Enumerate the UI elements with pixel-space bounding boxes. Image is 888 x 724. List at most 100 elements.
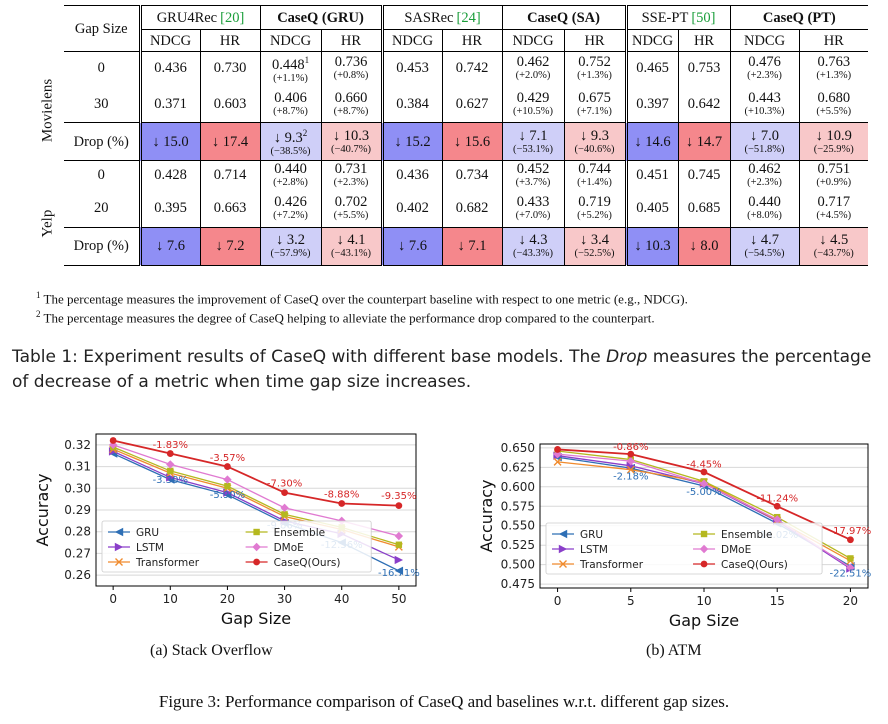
table-cell: 0.663	[199, 189, 260, 228]
metric-header: HR	[798, 29, 869, 52]
table-cell: 0.763 (+1.3%)	[798, 51, 869, 85]
y-axis-label: Accuracy	[33, 473, 52, 546]
data-point	[338, 500, 346, 507]
model-header: GRU4Rec [20]	[138, 5, 260, 30]
data-point	[108, 440, 118, 450]
annotation-label: -17.97%	[830, 526, 872, 537]
data-point	[773, 502, 781, 510]
annotation-label: -7.30%	[267, 479, 302, 490]
table-cell: 0.719 (+5.2%)	[563, 189, 627, 228]
drop-cell: ↓ 10.9 (−25.9%)	[798, 122, 869, 162]
y-axis-label: Accuracy	[477, 479, 496, 552]
y-tick-label: 0.575	[501, 499, 535, 513]
drop-cell: ↓ 15.0	[138, 122, 200, 162]
data-point	[847, 555, 854, 562]
drop-cell: ↓ 10.3 (−40.7%)	[320, 122, 382, 162]
table-cell: 0.436	[138, 51, 200, 85]
legend-marker	[700, 530, 708, 538]
annotation-label: -4.45%	[686, 460, 721, 471]
x-tick-label: 50	[391, 592, 406, 606]
y-tick-label: 0.30	[64, 481, 91, 495]
gap-value: 0	[97, 167, 105, 184]
data-point	[224, 463, 231, 470]
table-cell: 0.4481 (+1.1%)	[259, 51, 321, 85]
table-cell: 0.426 (+7.2%)	[259, 189, 321, 228]
table-cell: 0.751 (+0.9%)	[798, 160, 869, 190]
table-cell: 0.752 (+1.3%)	[563, 51, 627, 85]
table-cell: 0.730	[199, 51, 260, 85]
legend-label: DMoE	[721, 544, 751, 556]
legend-marker	[558, 544, 568, 554]
legend-label: Transformer	[135, 557, 200, 569]
table-cell: 0.440 (+2.8%)	[259, 160, 321, 190]
plot-frame	[539, 443, 869, 589]
table-cell: 0.702 (+5.5%)	[320, 189, 382, 228]
annotation-label: -3.30%	[153, 475, 188, 486]
table-caption: Table 1: Experiment results of CaseQ wit…	[12, 347, 872, 392]
x-axis-label: Gap Size	[221, 609, 291, 628]
data-point	[395, 502, 403, 510]
data-point	[394, 555, 404, 565]
y-tick-label: 0.26	[64, 568, 91, 582]
drop-cell: ↓ 7.1 (−53.1%)	[501, 122, 565, 162]
drop-cell: ↓ 4.7 (−54.5%)	[729, 226, 800, 266]
legend-label: GRU	[580, 529, 603, 541]
table-cell: 0.465	[624, 51, 679, 85]
table-cell: 0.642	[677, 84, 731, 123]
footnote-1: 1 The percentage measures the improvemen…	[36, 290, 688, 307]
subcaption-a: (a) Stack Overflow	[150, 642, 273, 659]
y-tick-label: 0.525	[501, 538, 535, 552]
chart-legend: GRU LSTM Transformer Ensemble DMoE CaseQ(Ours…	[101, 520, 372, 573]
drop-cell: ↓ 4.5 (−43.7%)	[798, 226, 869, 266]
x-tick-label: 0	[109, 592, 117, 606]
data-point	[167, 467, 174, 475]
legend-marker	[253, 528, 260, 536]
table-cell: 0.734	[441, 160, 503, 190]
table-cell: 0.371	[138, 84, 200, 123]
y-tick-label: 0.27	[64, 546, 91, 560]
table-cell: 0.397	[624, 84, 679, 123]
table-cell: 0.660 (+8.7%)	[320, 84, 382, 123]
metric-header: HR	[563, 29, 627, 52]
table-cell: 0.714	[199, 160, 260, 190]
legend-marker	[253, 558, 260, 566]
table-cell: 0.603	[199, 84, 260, 123]
atm-chart: 0.475 0.500 0.525 0.550 0.575 0.600 0.625 0.650…	[477, 441, 872, 630]
legend-label: GRU	[136, 527, 159, 539]
y-tick-label: 0.31	[64, 460, 91, 474]
data-point	[224, 482, 231, 490]
model-header: SASRec [24]	[380, 5, 503, 30]
legend-label: Transformer	[579, 559, 644, 571]
drop-label: Drop (%)	[64, 122, 141, 162]
legend-marker	[700, 560, 708, 568]
legend-marker	[252, 542, 261, 552]
gap-size-header: Gap Size	[64, 5, 140, 52]
model-header: SSE-PT [50]	[624, 5, 731, 30]
footnote-2: 2 The percentage measures the degree of …	[36, 309, 655, 326]
legend-label: Ensemble	[274, 527, 326, 539]
annotation-label: -5.00%	[686, 487, 721, 498]
legend-label: DMoE	[274, 542, 304, 554]
drop-row: Drop (%) ↓ 7.6 ↓ 7.2 ↓ 3.2 (−57.9%) ↓ 4.1 (−43…	[64, 226, 869, 266]
y-tick-label: 0.29	[64, 503, 91, 517]
table-row: 30 0.371 0.603 0.406 (+8.7%) 0.660 (+8.7%) 0.38…	[64, 84, 869, 123]
dataset-label-yelp: Yelp	[39, 209, 56, 238]
table-cell: 0.429 (+10.5%)	[501, 84, 565, 123]
x-tick-label: 20	[220, 592, 235, 606]
data-point	[554, 446, 561, 453]
annotation-label: -3.57%	[210, 453, 245, 464]
metric-header: NDCG	[501, 29, 565, 52]
metric-header: NDCG	[380, 29, 442, 52]
table-cell: 0.682	[441, 189, 503, 228]
plot-frame	[95, 433, 417, 587]
x-tick-label: 40	[334, 592, 349, 606]
drop-cell: ↓ 7.0 (−51.8%)	[729, 122, 800, 162]
drop-cell: ↓ 8.0	[677, 226, 731, 266]
annotation-label: -9.35%	[381, 491, 416, 502]
drop-cell: ↓ 9.3 (−40.6%)	[563, 122, 627, 162]
annotation-label: -11.24%	[756, 494, 798, 505]
metric-header: HR	[441, 29, 503, 52]
table-cell: 0.685	[677, 189, 731, 228]
dataset-label-movielens: Movielens	[39, 78, 56, 143]
drop-cell: ↓ 14.6	[624, 122, 679, 162]
